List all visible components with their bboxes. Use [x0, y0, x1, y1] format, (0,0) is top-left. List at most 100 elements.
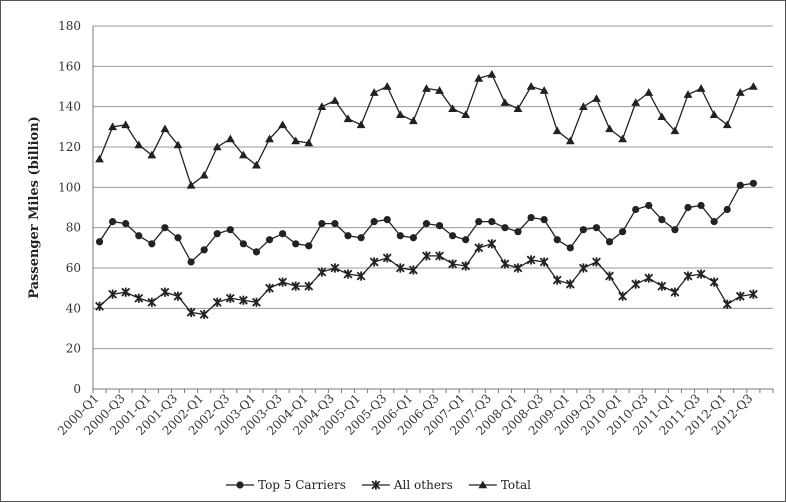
data-point-total: [278, 120, 288, 129]
data-point-top-5-carriers: [671, 226, 679, 234]
data-point-all-others: [304, 281, 314, 291]
data-point-top-5-carriers: [514, 228, 522, 236]
data-point-top-5-carriers: [148, 240, 156, 248]
legend-item-top-5-carriers: Top 5 Carriers: [226, 478, 346, 492]
y-tick-label: 80: [66, 221, 81, 235]
data-point-total: [265, 134, 274, 143]
data-point-total: [408, 116, 418, 125]
data-point-all-others: [199, 309, 209, 319]
data-point-all-others: [696, 269, 706, 279]
data-point-top-5-carriers: [645, 201, 653, 210]
data-point-all-others: [408, 265, 418, 275]
y-tick-label: 100: [58, 180, 81, 194]
data-point-all-others: [186, 307, 196, 317]
data-point-total: [212, 142, 222, 151]
legend-item-total: Total: [468, 478, 531, 492]
data-point-total: [670, 126, 680, 135]
data-point-top-5-carriers: [684, 203, 692, 212]
data-point-total: [487, 70, 497, 78]
data-point-total: [186, 180, 196, 189]
data-point-all-others: [435, 251, 444, 261]
data-point-total: [500, 98, 510, 106]
y-tick-label: 40: [66, 301, 81, 315]
data-point-all-others: [605, 271, 614, 281]
data-point-total: [722, 120, 732, 129]
data-point-total: [709, 110, 719, 119]
y-tick-label: 160: [58, 59, 81, 73]
data-point-top-5-carriers: [422, 220, 431, 228]
data-point-top-5-carriers: [109, 218, 117, 226]
data-point-all-others: [735, 291, 745, 301]
data-point-total: [474, 74, 484, 82]
data-point-all-others: [212, 297, 222, 307]
data-point-top-5-carriers: [265, 236, 274, 244]
data-point-total: [173, 140, 183, 149]
data-point-all-others: [330, 263, 340, 273]
data-point-top-5-carriers: [723, 205, 731, 214]
data-point-total: [552, 126, 562, 135]
legend-label: All others: [393, 478, 453, 492]
data-point-all-others: [487, 239, 497, 249]
data-point-top-5-carriers: [697, 201, 705, 210]
data-point-all-others: [95, 301, 104, 311]
data-point-all-others: [670, 287, 680, 297]
data-point-top-5-carriers: [95, 238, 104, 246]
data-point-top-5-carriers: [239, 240, 247, 248]
data-point-all-others: [252, 297, 261, 307]
legend-label: Total: [501, 478, 531, 492]
y-axis-title: Passenger Miles (billion): [27, 116, 42, 299]
data-point-top-5-carriers: [305, 242, 313, 250]
data-point-top-5-carriers: [592, 224, 601, 232]
data-point-all-others: [461, 261, 471, 271]
data-point-all-others: [474, 243, 484, 253]
data-point-top-5-carriers: [540, 216, 548, 224]
data-point-total: [461, 110, 471, 119]
data-point-all-others: [500, 259, 510, 269]
data-point-total: [748, 82, 758, 90]
data-point-all-others: [657, 281, 667, 291]
data-point-all-others: [147, 297, 157, 307]
data-point-top-5-carriers: [344, 232, 352, 240]
data-point-all-others: [291, 281, 301, 291]
legend-label: Top 5 Carriers: [258, 478, 346, 492]
data-point-all-others: [343, 269, 353, 279]
series-total: [95, 70, 758, 189]
data-point-total: [238, 150, 248, 159]
data-point-all-others: [422, 251, 431, 261]
data-point-all-others: [513, 263, 523, 273]
data-point-total: [539, 86, 549, 94]
data-point-top-5-carriers: [135, 232, 143, 240]
data-point-all-others: [539, 257, 549, 267]
data-point-all-others: [160, 287, 170, 297]
data-point-top-5-carriers: [579, 226, 587, 234]
data-point-top-5-carriers: [174, 234, 182, 242]
data-point-top-5-carriers: [632, 205, 640, 214]
y-tick-label: 0: [73, 382, 81, 396]
data-point-top-5-carriers: [527, 213, 535, 222]
data-point-top-5-carriers: [213, 230, 221, 238]
data-point-total: [382, 82, 392, 90]
data-point-total: [199, 170, 209, 179]
legend-marker-all-others: [371, 480, 381, 490]
data-point-total: [735, 88, 745, 96]
data-point-total: [644, 88, 654, 96]
data-point-all-others: [748, 289, 758, 299]
data-point-total: [121, 120, 131, 129]
data-point-top-5-carriers: [736, 181, 744, 189]
data-point-total: [435, 86, 444, 94]
data-point-top-5-carriers: [357, 234, 365, 242]
y-tick-label: 180: [58, 19, 81, 33]
data-point-all-others: [722, 299, 732, 309]
data-point-total: [95, 154, 104, 163]
data-point-total: [225, 134, 235, 143]
data-point-top-5-carriers: [396, 232, 404, 240]
data-point-total: [343, 114, 353, 123]
data-point-all-others: [265, 283, 274, 293]
legend-marker-total: [478, 480, 488, 489]
data-point-total: [317, 102, 327, 110]
data-point-total: [160, 124, 170, 133]
data-point-all-others: [631, 279, 641, 289]
data-point-top-5-carriers: [605, 238, 614, 246]
